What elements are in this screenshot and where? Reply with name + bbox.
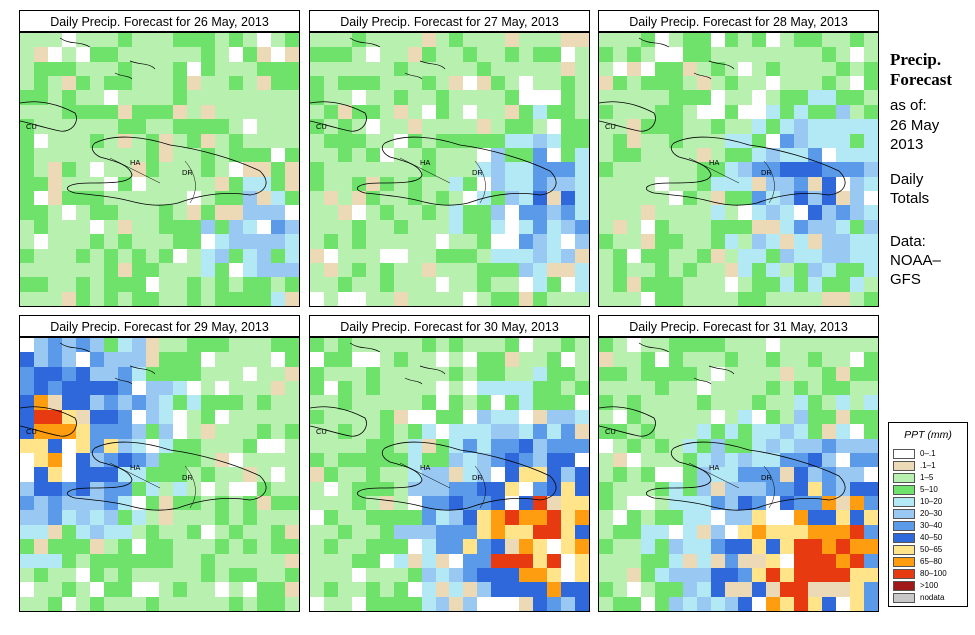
legend-item: nodata — [893, 593, 965, 604]
label-dominican-republic: DR — [472, 168, 483, 177]
legend: PPT (mm) 0–.1 .1–1 1–5 5–10 10–20 20–30 30–40 4… — [888, 422, 968, 607]
forecast-panel-3: Daily Precip. Forecast for 28 May, 2013 … — [598, 10, 879, 307]
legend-swatch — [893, 569, 915, 579]
side-title-line2: Forecast — [890, 70, 952, 89]
label-cuba: CU — [26, 427, 37, 436]
side-data-line2: NOAA– — [890, 252, 941, 269]
legend-swatch — [893, 581, 915, 591]
legend-swatch — [893, 449, 915, 459]
legend-swatch — [893, 485, 915, 495]
label-dominican-republic: DR — [761, 473, 772, 482]
side-date-line1: 26 May — [890, 117, 940, 134]
legend-swatch — [893, 509, 915, 519]
label-cuba: CU — [316, 427, 327, 436]
label-dominican-republic: DR — [472, 473, 483, 482]
legend-item: 10–20 — [893, 497, 965, 508]
precip-map: CU HA DR — [19, 337, 300, 612]
legend-swatch — [893, 557, 915, 567]
legend-item: .1–1 — [893, 461, 965, 472]
panel-title: Daily Precip. Forecast for 27 May, 2013 — [309, 10, 590, 32]
precip-map: CU HA DR — [19, 32, 300, 307]
legend-swatch — [893, 593, 915, 603]
side-title-line1: Precip. — [890, 50, 942, 69]
legend-item: 20–30 — [893, 509, 965, 520]
legend-label: nodata — [920, 593, 945, 602]
legend-swatch — [893, 497, 915, 507]
legend-label: 10–20 — [920, 497, 943, 506]
legend-swatch — [893, 521, 915, 531]
legend-label: 65–80 — [920, 557, 943, 566]
panel-title: Daily Precip. Forecast for 29 May, 2013 — [19, 315, 300, 337]
forecast-panel-2: Daily Precip. Forecast for 27 May, 2013 … — [309, 10, 590, 307]
legend-item: 50–65 — [893, 545, 965, 556]
legend-label: .1–1 — [920, 461, 936, 470]
label-dominican-republic: DR — [761, 168, 772, 177]
panel-title: Daily Precip. Forecast for 30 May, 2013 — [309, 315, 590, 337]
legend-title: PPT (mm) — [904, 429, 952, 441]
label-cuba: CU — [605, 122, 616, 131]
label-haiti: HA — [709, 158, 720, 167]
precip-map: CU HA DR — [598, 337, 879, 612]
side-data-line3: GFS — [890, 271, 921, 288]
legend-item: 65–80 — [893, 557, 965, 568]
label-haiti: HA — [709, 463, 720, 472]
side-asof: as of: — [890, 97, 927, 114]
legend-item: 5–10 — [893, 485, 965, 496]
panel-title: Daily Precip. Forecast for 31 May, 2013 — [598, 315, 879, 337]
side-date-line2: 2013 — [890, 136, 924, 153]
label-cuba: CU — [26, 122, 37, 131]
label-dominican-republic: DR — [182, 168, 193, 177]
forecast-panel-6: Daily Precip. Forecast for 31 May, 2013 … — [598, 315, 879, 612]
legend-swatch — [893, 461, 915, 471]
precip-map: CU HA DR — [598, 32, 879, 307]
legend-label: 80–100 — [920, 569, 947, 578]
legend-item: 80–100 — [893, 569, 965, 580]
legend-swatch — [893, 473, 915, 483]
precip-grid — [310, 33, 589, 306]
forecast-panel-5: Daily Precip. Forecast for 30 May, 2013 … — [309, 315, 590, 612]
panel-title: Daily Precip. Forecast for 26 May, 2013 — [19, 10, 300, 32]
label-haiti: HA — [130, 158, 141, 167]
label-haiti: HA — [420, 463, 431, 472]
coastline — [20, 342, 267, 511]
label-haiti: HA — [130, 463, 141, 472]
legend-item: 0–.1 — [893, 449, 965, 460]
coastline — [599, 342, 846, 511]
label-dominican-republic: DR — [182, 473, 193, 482]
label-haiti: HA — [420, 158, 431, 167]
label-cuba: CU — [605, 427, 616, 436]
forecast-panel-1: Daily Precip. Forecast for 26 May, 2013 … — [19, 10, 300, 307]
legend-label: 50–65 — [920, 545, 943, 554]
side-totals-line2: Totals — [890, 190, 930, 207]
precip-map: CU HA DR — [309, 337, 590, 612]
coastline — [310, 37, 557, 206]
precip-grid — [20, 33, 299, 306]
legend-label: 20–30 — [920, 509, 943, 518]
legend-label: 1–5 — [920, 473, 934, 482]
forecast-panel-4: Daily Precip. Forecast for 29 May, 2013 … — [19, 315, 300, 612]
legend-label: 5–10 — [920, 485, 938, 494]
precip-map: CU HA DR — [309, 32, 590, 307]
legend-label: 40–50 — [920, 533, 943, 542]
panel-title: Daily Precip. Forecast for 28 May, 2013 — [598, 10, 879, 32]
legend-swatch — [893, 545, 915, 555]
side-totals-line1: Daily — [890, 171, 924, 188]
legend-label: 0–.1 — [920, 449, 936, 458]
legend-label: 30–40 — [920, 521, 943, 530]
legend-item: 1–5 — [893, 473, 965, 484]
side-data-line1: Data: — [890, 233, 926, 250]
precip-grid — [20, 338, 299, 611]
precip-grid — [599, 33, 878, 306]
label-cuba: CU — [316, 122, 327, 131]
legend-item: >100 — [893, 581, 965, 592]
coastline — [20, 37, 267, 206]
coastline — [599, 37, 846, 206]
precip-grid — [310, 338, 589, 611]
coastline — [310, 342, 557, 511]
legend-label: >100 — [920, 581, 939, 590]
legend-swatch — [893, 533, 915, 543]
legend-item: 30–40 — [893, 521, 965, 532]
legend-item: 40–50 — [893, 533, 965, 544]
